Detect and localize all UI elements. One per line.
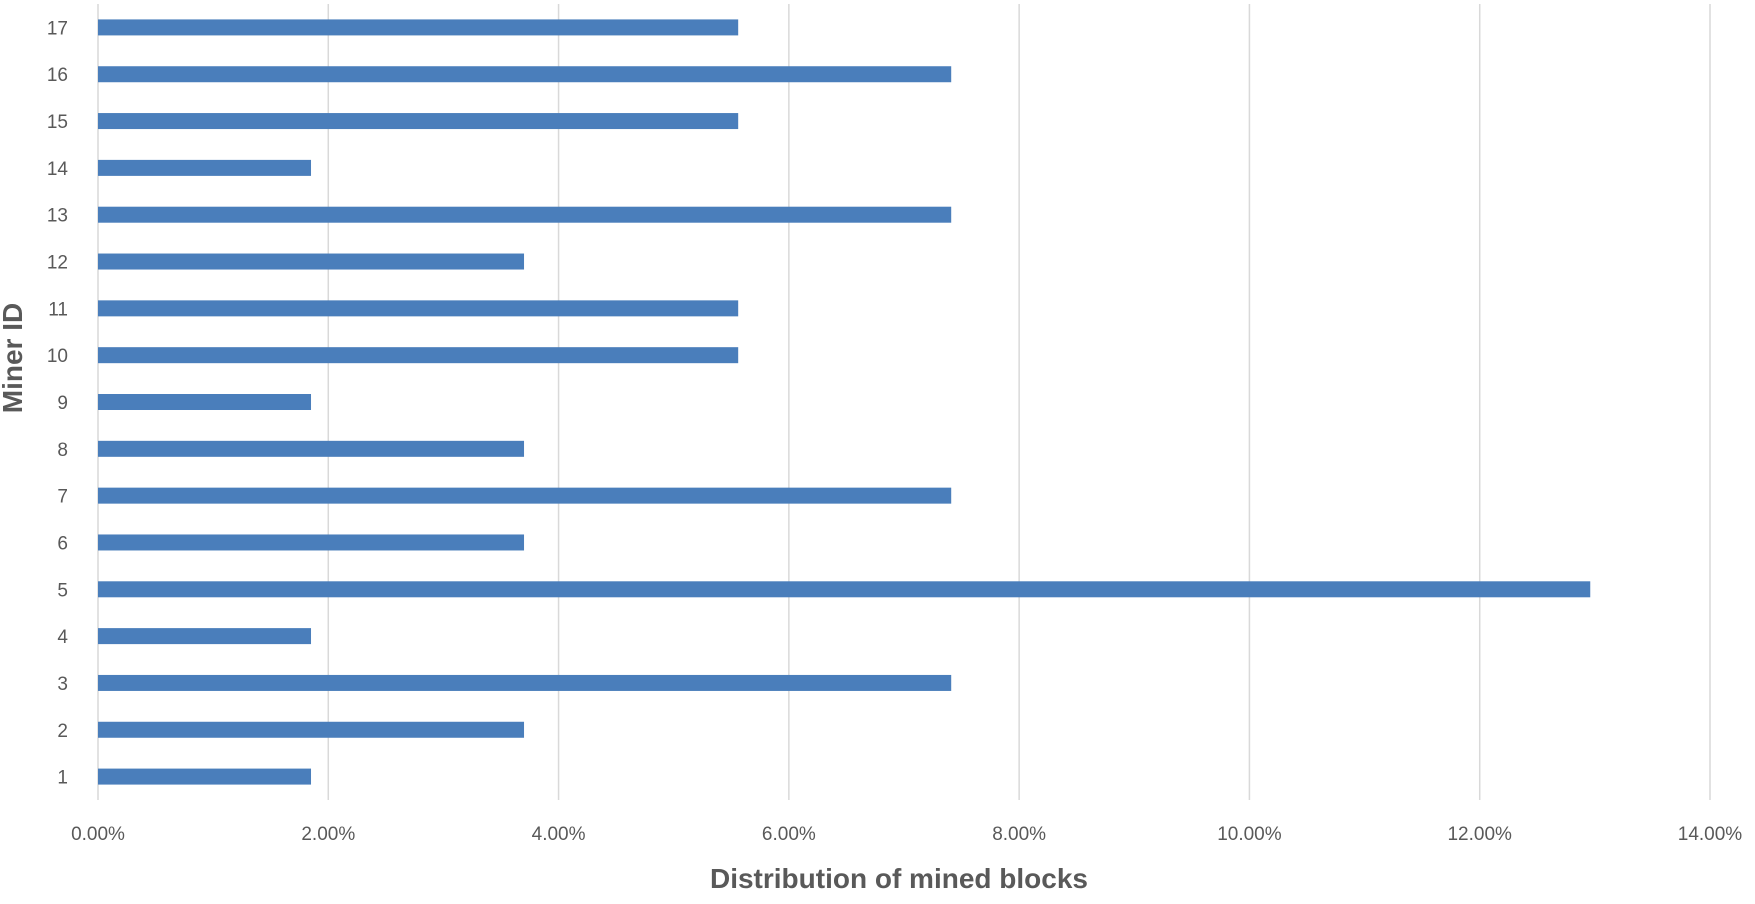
gridlines xyxy=(97,4,1711,800)
bar-miner-15 xyxy=(98,113,739,130)
x-tick-label: 12.00% xyxy=(1447,824,1512,845)
bar-miner-7 xyxy=(98,487,952,504)
bar-miner-16 xyxy=(98,66,952,83)
bar-miner-8 xyxy=(98,440,525,457)
y-tick-label: 8 xyxy=(57,440,68,461)
y-tick-label: 4 xyxy=(57,627,68,648)
bar-miner-12 xyxy=(98,253,525,270)
bar-miner-13 xyxy=(98,206,952,223)
x-tick-label: 0.00% xyxy=(71,824,125,845)
y-tick-label: 17 xyxy=(47,18,68,39)
bar-miner-9 xyxy=(98,394,312,410)
y-tick-label: 13 xyxy=(47,206,68,227)
y-tick-label: 1 xyxy=(57,768,68,789)
bar-miner-5 xyxy=(98,581,1591,598)
bar-miner-14 xyxy=(98,159,312,176)
bars xyxy=(98,19,1591,785)
x-tick-label: 2.00% xyxy=(301,824,355,845)
bar-miner-11 xyxy=(98,300,739,317)
x-tick-labels: 0.00% 2.00% 4.00% 6.00% 8.00% 10.00% 12.00% 14.… xyxy=(71,824,1742,845)
bar-miner-2 xyxy=(98,721,525,738)
bar-miner-17 xyxy=(98,19,739,36)
y-tick-label: 2 xyxy=(57,721,68,742)
bar-miner-10 xyxy=(98,347,739,364)
bar-miner-6 xyxy=(98,534,525,551)
bar-miner-3 xyxy=(98,674,952,691)
y-tick-label: 15 xyxy=(47,112,68,133)
y-tick-label: 11 xyxy=(48,299,68,320)
bar-miner-4 xyxy=(98,628,312,645)
y-axis-title: Miner ID xyxy=(0,303,28,413)
y-tick-label: 16 xyxy=(47,65,68,86)
x-tick-label: 4.00% xyxy=(532,824,586,845)
y-tick-label: 12 xyxy=(47,253,68,274)
bar-miner-1 xyxy=(98,768,312,785)
y-tick-label: 5 xyxy=(57,580,68,601)
x-tick-label: 14.00% xyxy=(1678,824,1743,845)
x-axis-title: Distribution of mined blocks xyxy=(710,863,1088,894)
y-tick-label: 14 xyxy=(47,159,69,180)
y-tick-label: 9 xyxy=(57,393,68,414)
x-tick-label: 6.00% xyxy=(762,824,816,845)
y-tick-label: 7 xyxy=(57,487,68,508)
x-tick-label: 10.00% xyxy=(1217,824,1282,845)
y-tick-label: 10 xyxy=(47,346,68,367)
y-tick-label: 6 xyxy=(57,533,68,554)
y-tick-label: 3 xyxy=(57,674,68,695)
x-tick-label: 8.00% xyxy=(992,824,1046,845)
